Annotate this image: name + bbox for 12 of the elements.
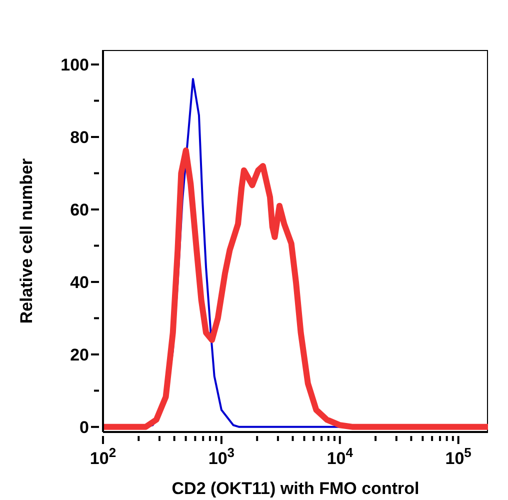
- y-axis-title: Relative cell number: [17, 158, 36, 324]
- x-tick-label: 10$^{2}$: [90, 444, 116, 468]
- x-tick-label: 10$^{4}$: [326, 444, 354, 468]
- x-tick-label: 10$^{5}$: [445, 444, 472, 468]
- y-tick-label: 100: [60, 55, 89, 74]
- x-tick-label: 10$^{3}$: [208, 444, 235, 468]
- y-tick-label: 60: [70, 200, 89, 220]
- y-tick-label: 20: [70, 345, 89, 364]
- y-tick-label: 80: [70, 128, 89, 147]
- y-tick-label: 40: [70, 272, 89, 292]
- y-tick-label: 0: [80, 418, 89, 437]
- x-axis-title: CD2 (OKT11) with FMO control: [172, 479, 420, 498]
